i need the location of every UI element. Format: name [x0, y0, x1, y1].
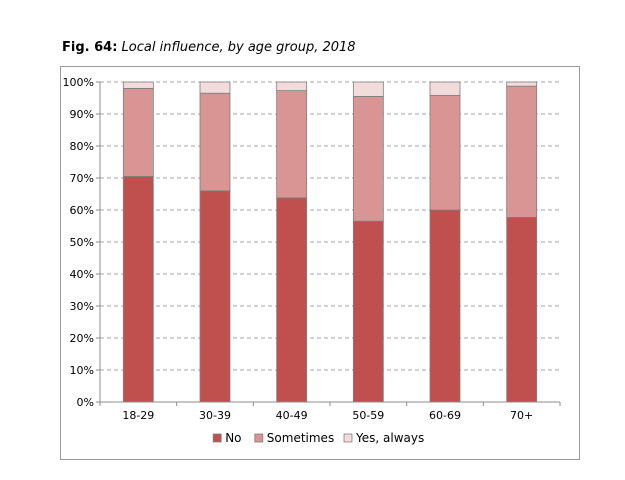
- legend-swatch: [343, 433, 353, 443]
- y-tick-label: 20%: [70, 332, 94, 345]
- y-tick-label: 70%: [70, 172, 94, 185]
- y-tick-label: 0%: [77, 396, 94, 409]
- bar-yes-always-50-59: [352, 81, 384, 97]
- bar-yes-always-60-69: [429, 81, 461, 96]
- y-tick-label: 40%: [70, 268, 94, 281]
- bar-yes-always-30-39: [199, 81, 231, 94]
- x-tick-label: 40-49: [276, 409, 308, 422]
- y-tick-label: 80%: [70, 140, 94, 153]
- bar-sometimes-60-69: [429, 95, 461, 211]
- y-tick-label: 50%: [70, 236, 94, 249]
- x-tick-label: 50-59: [352, 409, 384, 422]
- bar-no-30-39: [199, 190, 231, 403]
- y-tick-label: 10%: [70, 364, 94, 377]
- x-tick-label: 18-29: [122, 409, 154, 422]
- chart-frame: [60, 66, 580, 460]
- bar-sometimes-50-59: [352, 96, 384, 222]
- figure-subtitle: Local influence, by age group, 2018: [121, 40, 356, 55]
- bar-sometimes-18-29: [122, 88, 154, 177]
- bar-sometimes-40-49: [276, 90, 308, 199]
- figure-label: Fig. 64:: [62, 40, 118, 55]
- bar-yes-always-18-29: [122, 81, 154, 89]
- bar-no-40-49: [276, 197, 308, 403]
- x-tick-label: 30-39: [199, 409, 231, 422]
- bar-sometimes-30-39: [199, 92, 231, 192]
- legend-swatch: [254, 433, 264, 443]
- figure-title: Fig. 64: Local influence, by age group, …: [62, 40, 356, 55]
- y-tick-label: 90%: [70, 108, 94, 121]
- bar-yes-always-70+: [506, 81, 538, 87]
- bar-no-50-59: [352, 220, 384, 403]
- x-tick-label: 60-69: [429, 409, 461, 422]
- bar-yes-always-40-49: [276, 81, 308, 92]
- y-tick-label: 100%: [63, 76, 94, 89]
- bar-sometimes-70+: [506, 85, 538, 218]
- bar-no-60-69: [429, 209, 461, 403]
- legend-label: Yes, always: [355, 431, 424, 445]
- y-tick-label: 60%: [70, 204, 94, 217]
- bar-no-70+: [506, 216, 538, 403]
- legend-label: No: [225, 431, 241, 445]
- bar-no-18-29: [122, 175, 154, 403]
- legend-swatch: [212, 433, 222, 443]
- y-tick-label: 30%: [70, 300, 94, 313]
- legend-label: Sometimes: [267, 431, 334, 445]
- x-tick-label: 70+: [510, 409, 533, 422]
